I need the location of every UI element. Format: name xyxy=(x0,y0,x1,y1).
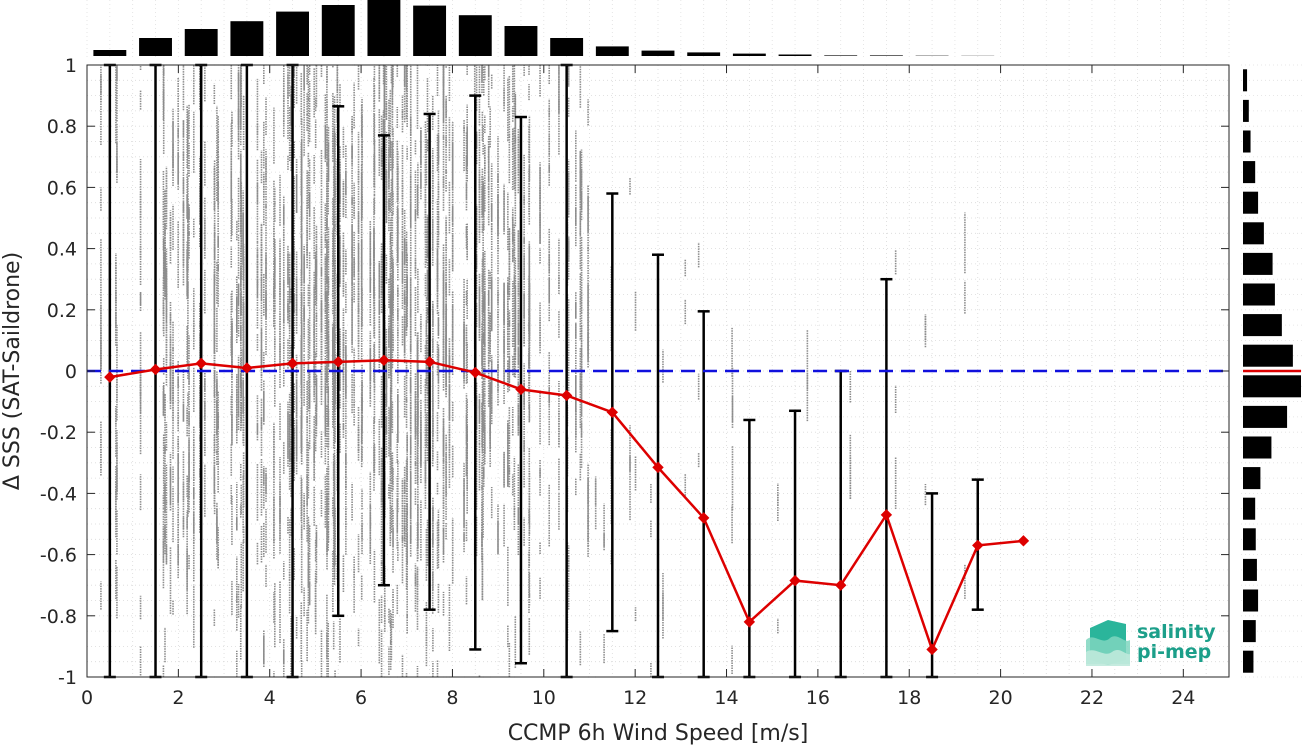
binned-mean-marker xyxy=(652,461,664,474)
top-histogram-bar xyxy=(641,50,675,56)
x-tick-label: 24 xyxy=(1171,687,1195,709)
top-histogram-bar xyxy=(93,50,127,56)
right-histogram-bar xyxy=(1243,589,1259,612)
binned-mean-marker xyxy=(195,357,207,370)
right-histogram xyxy=(1243,69,1301,673)
binned-mean-marker xyxy=(926,643,938,656)
top-histogram-bar xyxy=(869,55,903,56)
x-tick-label: 14 xyxy=(714,687,738,709)
binned-mean-marker xyxy=(743,616,756,628)
salinity-pi-mep-logo: salinity pi-mep xyxy=(1086,620,1216,666)
right-histogram-bar xyxy=(1243,130,1251,153)
binned-mean-marker xyxy=(560,389,573,402)
binned-mean-marker xyxy=(1017,535,1030,547)
right-histogram-bar xyxy=(1243,405,1288,428)
x-tick-label: 0 xyxy=(81,687,93,709)
top-histogram-bar xyxy=(595,46,629,56)
x-tick-label: 2 xyxy=(172,687,184,709)
right-histogram-bar xyxy=(1243,99,1249,122)
top-histogram-bar xyxy=(367,0,401,56)
binned-mean-series xyxy=(104,354,1030,656)
right-histogram-bar xyxy=(1243,222,1264,245)
binned-mean-marker xyxy=(972,539,984,552)
top-histogram-bar xyxy=(321,5,355,56)
binned-mean-marker xyxy=(241,362,253,374)
binned-mean-marker xyxy=(149,363,162,376)
right-histogram-bar xyxy=(1243,375,1301,398)
y-tick-label: -0.4 xyxy=(40,483,77,505)
y-tick-label: 0.2 xyxy=(47,300,77,322)
top-histogram-bar xyxy=(550,38,584,56)
y-tick-label: 0.8 xyxy=(47,116,77,138)
top-histogram-bar xyxy=(778,54,812,56)
right-histogram-bar xyxy=(1243,252,1273,275)
top-histogram-bar xyxy=(824,55,858,56)
top-histogram xyxy=(93,0,995,57)
x-axis-ticks: 0 2 4 6 8 10 12 14 16 18 20 22 24 xyxy=(81,65,1195,709)
top-histogram-bar xyxy=(230,21,264,56)
binned-mean-marker xyxy=(515,383,527,396)
logo-text-pi-mep: pi-mep xyxy=(1137,641,1211,663)
y-tick-label: -0.8 xyxy=(40,606,77,628)
right-histogram-bar xyxy=(1243,161,1256,184)
binned-mean-marker xyxy=(104,371,116,383)
right-histogram-bar xyxy=(1243,497,1256,520)
logo-text-salinity: salinity xyxy=(1137,621,1216,643)
binned-mean-marker xyxy=(332,356,344,368)
x-tick-label: 4 xyxy=(264,687,276,709)
top-histogram-bar xyxy=(413,5,447,57)
top-histogram-bar xyxy=(458,15,492,56)
x-tick-label: 16 xyxy=(806,687,830,709)
right-histogram-bar xyxy=(1243,344,1293,367)
x-axis-label: CCMP 6h Wind Speed [m/s] xyxy=(508,721,809,746)
right-histogram-bar xyxy=(1243,436,1272,459)
right-histogram-bar xyxy=(1243,528,1256,551)
top-histogram-bar xyxy=(276,11,310,57)
binned-mean-marker xyxy=(789,574,801,587)
binned-mean-marker xyxy=(469,366,481,379)
logo-mark-icon xyxy=(1086,620,1130,666)
y-tick-label: -0.6 xyxy=(40,545,77,567)
x-tick-label: 20 xyxy=(989,687,1013,709)
right-histogram-bar xyxy=(1243,191,1259,214)
x-tick-label: 8 xyxy=(446,687,458,709)
scatter-points xyxy=(100,65,966,677)
binned-mean-marker xyxy=(286,357,299,370)
y-tick-label: -1 xyxy=(58,667,77,689)
y-tick-label: 0.6 xyxy=(47,177,77,199)
y-axis-ticks: 1 0.8 0.6 0.4 0.2 0 -0.2 -0.4 -0.6 -0.8 -1 xyxy=(40,55,1229,689)
top-histogram-bar xyxy=(184,29,218,56)
y-tick-label: 0 xyxy=(65,361,77,383)
x-tick-label: 12 xyxy=(623,687,647,709)
binned-mean-marker xyxy=(606,406,619,419)
y-tick-label: -0.2 xyxy=(40,422,77,444)
y-tick-label: 0.4 xyxy=(47,239,77,261)
right-histogram-bar xyxy=(1243,314,1282,337)
x-tick-label: 22 xyxy=(1080,687,1104,709)
binned-mean-marker xyxy=(880,509,893,521)
top-histogram-bar xyxy=(139,38,172,56)
right-histogram-bar xyxy=(1243,620,1256,643)
right-histogram-bar xyxy=(1243,558,1257,581)
x-tick-label: 6 xyxy=(355,687,367,709)
binned-mean-marker xyxy=(835,579,847,591)
top-histogram-bar xyxy=(687,52,721,56)
right-histogram-bar xyxy=(1243,650,1254,673)
binned-mean-marker xyxy=(378,354,390,366)
top-histogram-bar xyxy=(732,53,766,56)
binned-mean-marker xyxy=(423,356,436,368)
top-histogram-bar xyxy=(504,26,538,56)
right-histogram-bar xyxy=(1243,467,1261,490)
binned-mean-marker xyxy=(697,512,710,524)
x-tick-label: 10 xyxy=(532,687,556,709)
right-histogram-bar xyxy=(1243,69,1248,92)
y-tick-label: 1 xyxy=(65,55,77,77)
x-tick-label: 18 xyxy=(897,687,921,709)
right-histogram-bar xyxy=(1243,283,1275,306)
y-axis-label: Δ SSS (SAT-Saildrone) xyxy=(0,252,25,490)
